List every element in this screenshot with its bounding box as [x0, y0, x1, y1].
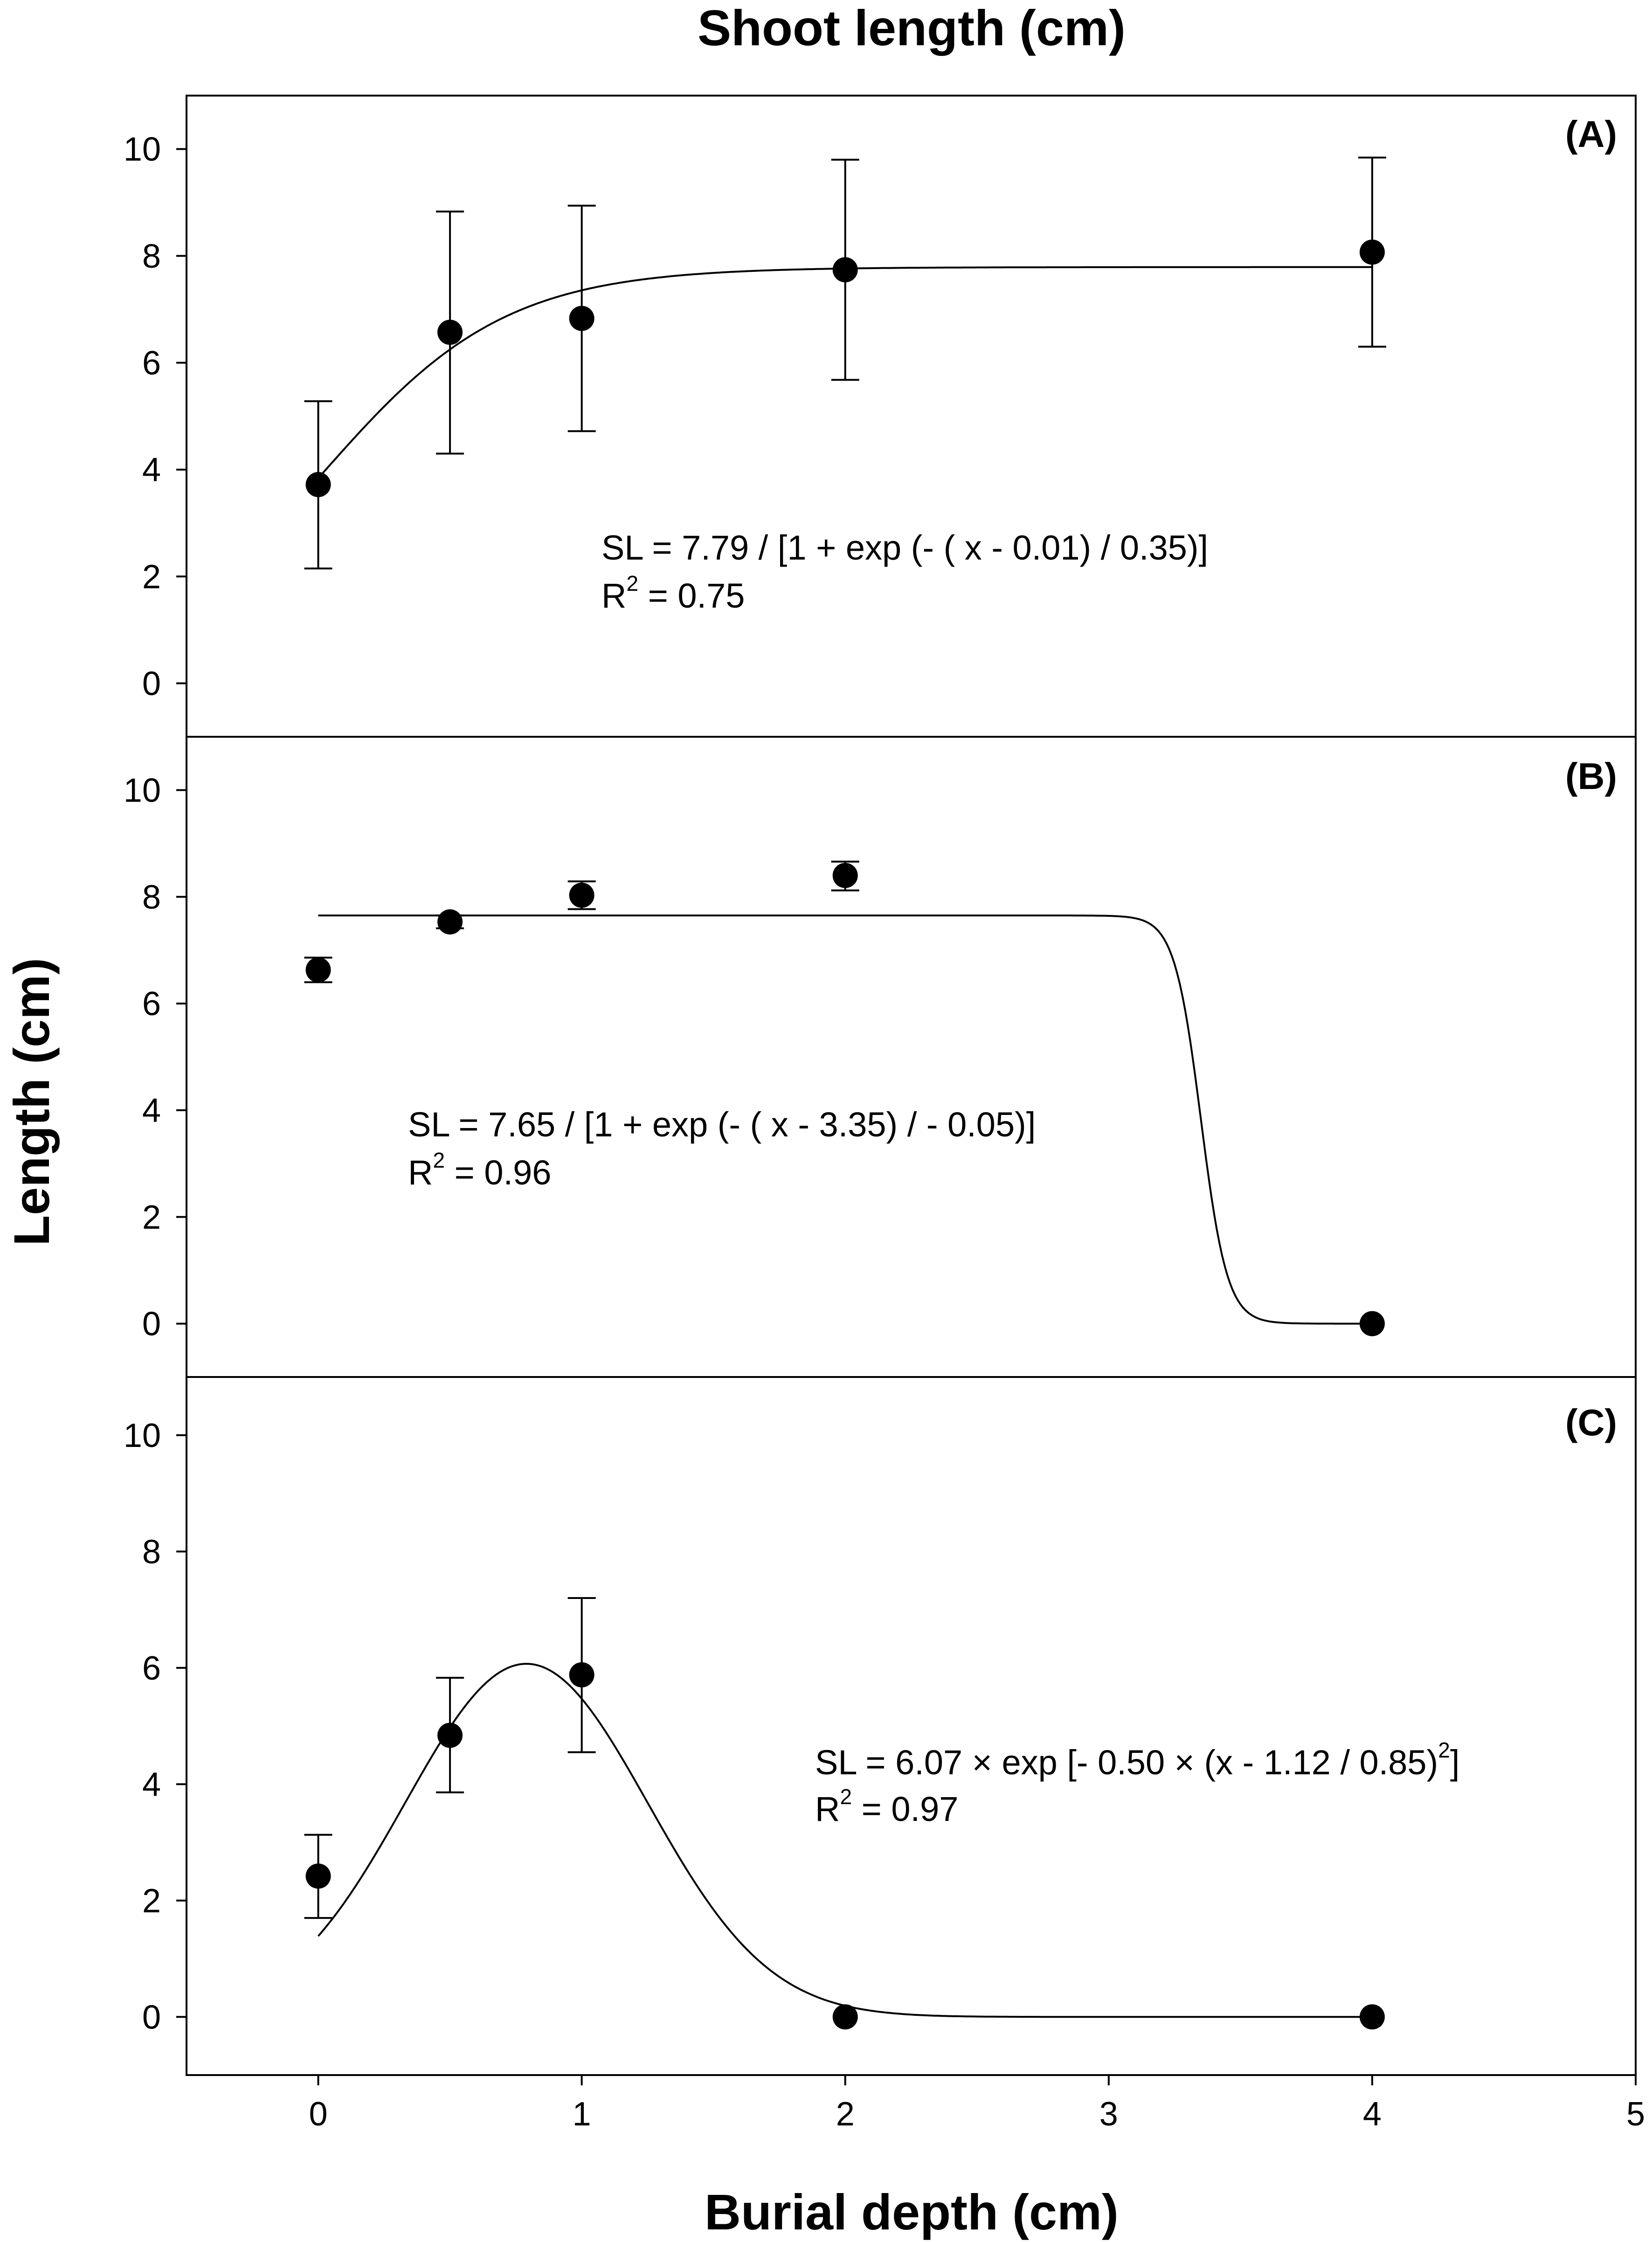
panel-b-equation: SL = 7.65 / [1 + exp (- ( x - 3.35) / - …: [408, 1105, 1036, 1144]
x-tick-label: 2: [836, 2096, 855, 2133]
panel-c-data-point: [305, 1863, 331, 1889]
panel-b-y-tick-label: 6: [142, 985, 161, 1023]
panel-c-y-tick-label: 4: [142, 1766, 161, 1803]
panel-a-data-point: [832, 257, 858, 283]
x-tick-label: 4: [1363, 2096, 1382, 2133]
x-tick-label: 0: [309, 2096, 328, 2133]
panel-b-data-point: [569, 882, 594, 908]
panel-c-data-point: [832, 2004, 858, 2030]
panel-c-data-points: [305, 1662, 1385, 2030]
panel-c-data-point: [1359, 2004, 1385, 2030]
panel-c: 0 2 4 6 8 10 (C) SL = 6.07 × exp [- 0.50 × (x…: [124, 1376, 1637, 2076]
y-axis-title: Length (cm): [3, 958, 60, 1246]
x-tick-label: 5: [1626, 2096, 1645, 2133]
panel-c-y-tick-label: 8: [142, 1533, 161, 1571]
x-tick-label: 1: [573, 2096, 591, 2133]
panel-a: 0 2 4 6 8 10 (A) SL = 7.79 / [1 + exp (- ( x …: [124, 95, 1637, 738]
panel-c-data-point: [437, 1723, 463, 1748]
panel-b-y-tick-label: 2: [142, 1199, 161, 1236]
panel-c-y-tick-label: 2: [142, 1882, 161, 1920]
panel-b-y-tick-label: 10: [124, 772, 161, 809]
panel-c-y-ticks: 0 2 4 6 8 10: [124, 1417, 187, 2036]
panel-a-y-tick-label: 0: [142, 665, 161, 702]
panel-a-r-squared: R2 = 0.75: [601, 571, 745, 615]
panel-a-data-point: [305, 472, 331, 498]
panel-a-data-points: [305, 239, 1385, 498]
x-tick-label: 3: [1099, 2096, 1118, 2133]
panel-b-data-point: [305, 957, 331, 983]
panel-a-y-tick-label: 4: [142, 451, 161, 489]
panel-b-r-squared: R2 = 0.96: [408, 1148, 551, 1192]
panel-b-fit-curve: [318, 914, 1372, 1325]
panel-b-data-point: [832, 863, 858, 888]
panel-b-data-point: [1359, 1311, 1385, 1336]
panel-b-label: (B): [1565, 755, 1617, 797]
panel-a-y-tick-label: 8: [142, 238, 161, 275]
panel-a-label: (A): [1565, 113, 1617, 155]
panel-a-data-point: [1359, 239, 1385, 265]
x-axis-title: Burial depth (cm): [705, 2184, 1119, 2240]
panel-c-y-tick-label: 6: [142, 1650, 161, 1687]
x-axis-ticks: 0 1 2 3 4 5: [309, 2075, 1645, 2133]
panel-b-y-tick-label: 0: [142, 1306, 161, 1343]
panel-a-equation: SL = 7.79 / [1 + exp (- ( x - 0.01) / 0.…: [601, 528, 1208, 567]
panel-b-data-points: [305, 863, 1385, 1336]
panel-b-data-point: [437, 909, 463, 935]
panel-a-y-tick-label: 6: [142, 345, 161, 382]
panel-b: 0 2 4 6 8 10 (B) SL = 7.65 / [1 + exp (- ( x …: [124, 736, 1637, 1378]
panel-c-label: (C): [1565, 1402, 1617, 1443]
panel-a-y-tick-label: 2: [142, 558, 161, 595]
panel-a-data-point: [437, 319, 463, 345]
panel-c-equation: SL = 6.07 × exp [- 0.50 × (x - 1.12 / 0.…: [815, 1738, 1459, 1782]
figure-title: Shoot length (cm): [698, 0, 1126, 56]
panel-c-data-point: [569, 1662, 594, 1688]
panel-a-y-tick-label: 10: [124, 131, 161, 168]
panel-c-y-tick-label: 10: [124, 1417, 161, 1454]
panel-c-y-tick-label: 0: [142, 1999, 161, 2036]
panel-a-data-point: [569, 305, 594, 331]
panel-b-y-tick-label: 4: [142, 1092, 161, 1129]
panel-b-y-tick-label: 8: [142, 879, 161, 916]
panel-a-y-ticks: 0 2 4 6 8 10: [124, 131, 187, 702]
panel-b-y-ticks: 0 2 4 6 8 10: [124, 772, 187, 1343]
panel-c-frame: [186, 1376, 1637, 2076]
panel-c-r-squared: R2 = 0.97: [815, 1785, 958, 1828]
